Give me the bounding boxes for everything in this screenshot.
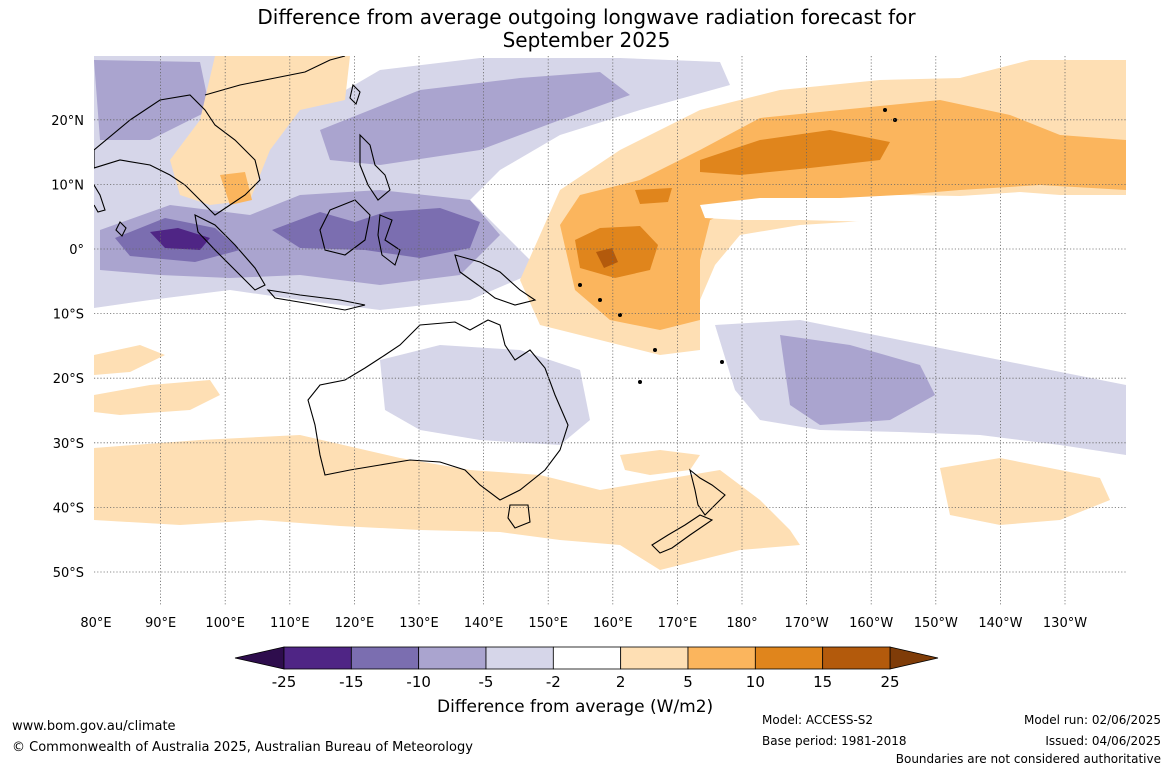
coastline-india-east — [94, 184, 106, 213]
longitude-tick-label: 170°W — [785, 616, 829, 631]
coastline-australia — [307, 319, 569, 501]
anomaly-region-positive-10 — [635, 188, 672, 204]
coastline-new-zealand-south — [651, 514, 714, 554]
latitude-tick-label: 30°S — [53, 437, 84, 452]
map-title-line-1: Difference from average outgoing longwav… — [257, 5, 916, 29]
colorbar-tick-label: -10 — [406, 673, 431, 691]
island-marker — [883, 108, 887, 112]
colorbar-cell — [754, 646, 824, 670]
colorbar-cell — [552, 646, 622, 670]
anomaly-region-negative-25 — [150, 228, 210, 250]
anomaly-region-positive-2 — [940, 458, 1110, 525]
longitude-tick-label: 80°E — [80, 616, 111, 631]
bom-website-link[interactable]: www.bom.gov.au/climate — [12, 719, 176, 734]
colorbar-cell — [485, 646, 554, 670]
colorbar-cell — [283, 646, 352, 670]
longitude-tick-label: 130°E — [399, 616, 439, 631]
longitude-tick-label: 100°E — [205, 616, 245, 631]
anomaly-region-positive-15 — [596, 248, 618, 268]
anomaly-region-positive-10 — [700, 130, 890, 175]
colorbar-title: Difference from average (W/m2) — [437, 697, 714, 717]
anomaly-region-positive-2 — [94, 380, 220, 415]
colorbar-tick-label: 25 — [880, 673, 899, 691]
colorbar-cell — [418, 646, 487, 670]
anomaly-region-positive-2 — [94, 435, 800, 570]
colorbar-extension-min — [234, 646, 285, 670]
anomaly-region-negative-10 — [780, 335, 935, 425]
base-period: Base period: 1981-2018 — [762, 734, 907, 748]
coastline-borneo — [319, 199, 371, 256]
copyright-text: © Commonwealth of Australia 2025, Austra… — [12, 740, 473, 755]
latitude-tick-label: 50°S — [53, 566, 84, 581]
longitude-tick-label: 170°E — [658, 616, 698, 631]
anomaly-region-positive-2 — [620, 450, 700, 475]
model-run-date: Model run: 02/06/2025 — [1023, 713, 1161, 727]
latitude-tick-label: 0° — [69, 243, 84, 258]
boundaries-disclaimer: Boundaries are not considered authoritat… — [895, 752, 1161, 766]
anomaly-region-positive-5 — [220, 172, 252, 205]
coastline-new-zealand-north — [689, 468, 726, 516]
island-marker — [653, 348, 657, 352]
longitude-tick-label: 150°W — [914, 616, 958, 631]
longitude-tick-label: 180° — [726, 616, 757, 631]
colorbar-tick-label: -5 — [479, 673, 494, 691]
island-marker — [638, 380, 642, 384]
colorbar-tick-label: -2 — [546, 673, 561, 691]
latitude-tick-label: 20°N — [51, 114, 84, 129]
coastline-sri-lanka — [115, 221, 127, 237]
issued-date: Issued: 04/06/2025 — [1045, 734, 1161, 748]
colorbar-extension-max — [889, 646, 939, 670]
coastline-new-guinea — [454, 254, 537, 306]
coastline-philippines — [359, 133, 391, 201]
latitude-tick-label: 10°N — [51, 178, 84, 193]
colorbar-cell — [350, 646, 420, 670]
longitude-tick-label: 90°E — [145, 616, 176, 631]
coastline-taiwan — [349, 83, 361, 106]
longitude-tick-label: 160°E — [593, 616, 633, 631]
model-name: Model: ACCESS-S2 — [762, 713, 874, 727]
coastline-java — [266, 289, 366, 311]
island-marker — [598, 298, 602, 302]
colorbar: -25 -15 -10 -5 -2 2 5 10 15 25 — [234, 646, 939, 691]
colorbar-cell — [687, 646, 756, 670]
coastline-sulawesi — [377, 214, 401, 266]
anomaly-region-positive-10 — [575, 226, 658, 278]
anomaly-region-neutral — [700, 192, 1126, 222]
anomaly-region-negative-10 — [320, 72, 630, 165]
anomaly-region-negative-5 — [380, 345, 590, 445]
anomaly-region-positive-2 — [170, 56, 350, 205]
map-title-line-2: September 2025 — [502, 28, 671, 52]
colorbar-tick-label: 15 — [813, 673, 832, 691]
colorbar-tick-label: -25 — [272, 673, 297, 691]
longitude-tick-label: 120°E — [335, 616, 375, 631]
island-marker — [720, 360, 724, 364]
anomaly-region-positive-2 — [94, 345, 165, 375]
colorbar-cell — [620, 646, 689, 670]
coastline-sumatra — [194, 214, 266, 291]
gridline-layer — [94, 56, 1126, 605]
longitude-tick-label: 130°W — [1043, 616, 1087, 631]
latitude-tick-label: 20°S — [53, 372, 84, 387]
latitude-tick-label: 40°S — [53, 501, 84, 516]
colorbar-tick-label: -15 — [339, 673, 364, 691]
coastline-mainland-se-asia — [94, 94, 261, 216]
coastline-layer — [94, 56, 726, 554]
longitude-tick-label: 140°E — [464, 616, 504, 631]
colorbar-tick-label: 2 — [616, 673, 626, 691]
axis-label-layer: 20°N 10°N 0° 10°S 20°S 30°S 40°S 50°S 80°E 90°E 10… — [51, 114, 1087, 631]
longitude-tick-label: 140°W — [978, 616, 1022, 631]
anomaly-field-layer — [94, 56, 1126, 570]
coastline-china-coast — [204, 56, 346, 96]
longitude-tick-label: 150°E — [528, 616, 568, 631]
longitude-tick-label: 110°E — [270, 616, 310, 631]
colorbar-cell — [822, 646, 891, 670]
colorbar-tick-label: 10 — [746, 673, 765, 691]
colorbar-tick-label: 5 — [683, 673, 693, 691]
latitude-tick-label: 10°S — [53, 308, 84, 323]
anomaly-region-positive-5 — [560, 100, 1126, 330]
longitude-tick-label: 160°W — [849, 616, 893, 631]
coastline-tasmania — [507, 504, 531, 529]
island-marker — [578, 283, 582, 287]
